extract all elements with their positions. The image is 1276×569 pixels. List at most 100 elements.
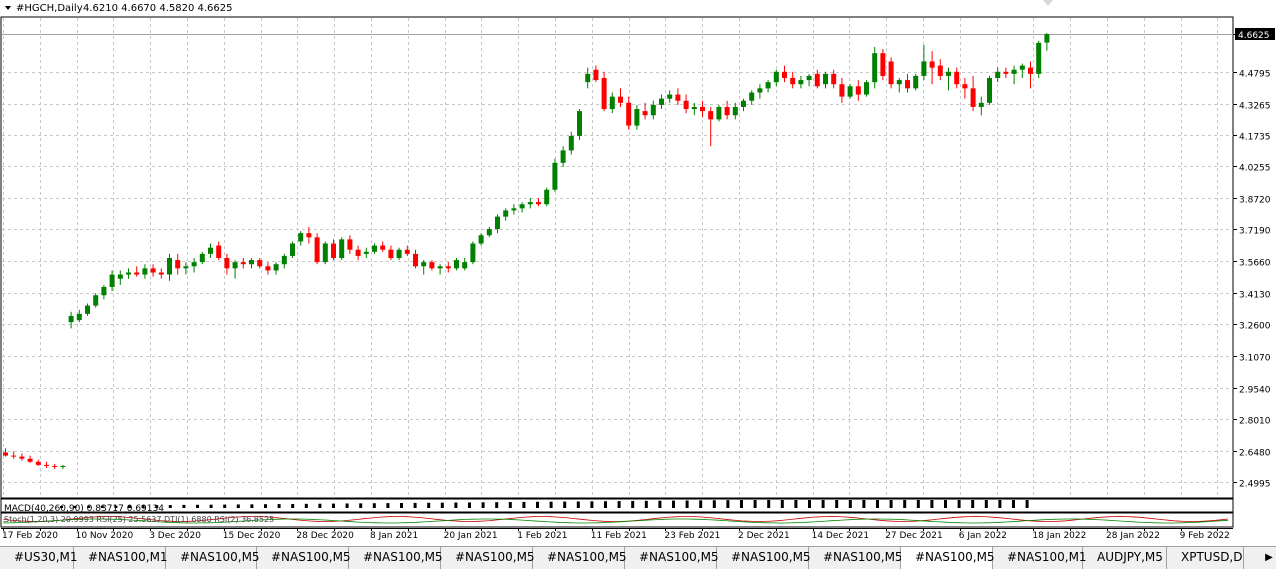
stoch-signal-line xyxy=(3,518,1229,524)
candle xyxy=(896,78,902,93)
macd-bar xyxy=(740,500,743,508)
candle xyxy=(675,88,681,105)
chart-tab[interactable]: #NAS100,M5 xyxy=(257,547,351,569)
candle-body xyxy=(732,106,738,116)
price-tick-label: 3.5660 xyxy=(1239,259,1271,269)
candle xyxy=(421,260,427,275)
macd-bar xyxy=(590,501,594,508)
candle xyxy=(937,59,943,81)
chart-tab[interactable]: #NAS100,M1 xyxy=(74,547,168,569)
chart-background xyxy=(0,0,1276,546)
time-tick-label: 20 Jan 2021 xyxy=(444,531,498,541)
macd-bar xyxy=(60,506,63,508)
tab-scroll-right-icon[interactable]: ▶ xyxy=(1265,552,1273,563)
candle-body xyxy=(970,88,976,107)
macd-bar xyxy=(304,503,308,508)
price-tick-label: 3.2600 xyxy=(1239,322,1271,332)
chart-tab[interactable]: #NAS100,M1 xyxy=(993,547,1087,569)
candle-body xyxy=(577,111,582,136)
candle-body xyxy=(372,245,377,252)
macd-bar xyxy=(454,502,458,508)
candle-body xyxy=(962,84,968,89)
candle xyxy=(331,239,336,261)
candle-body xyxy=(609,96,615,110)
candle-body xyxy=(929,61,935,68)
macd-bar xyxy=(576,501,580,508)
candle xyxy=(691,102,697,116)
time-tick-label: 9 Feb 2022 xyxy=(1180,531,1230,541)
candle xyxy=(413,249,418,269)
macd-bar xyxy=(87,505,91,508)
time-tick-label: 28 Jan 2022 xyxy=(1106,531,1160,541)
time-tick-label: 14 Dec 2021 xyxy=(812,531,870,541)
price-chart[interactable]: 4.4795 4.3265 4.1735 4.0255 3.8720 3.7190 3.56… xyxy=(0,0,1276,546)
candle xyxy=(970,75,976,112)
macd-bar xyxy=(644,500,648,508)
candle-body xyxy=(741,100,746,107)
candle-body xyxy=(257,260,263,267)
candle xyxy=(847,84,853,99)
candle xyxy=(167,253,172,281)
candle-body xyxy=(249,260,254,265)
candle-body xyxy=(93,295,99,306)
stoch-label: Stoch(1,20,3) 20.9993 RSI(25) 25.5637 DT… xyxy=(4,515,274,524)
candle xyxy=(126,268,131,279)
price-tick-label: 3.8720 xyxy=(1239,196,1271,206)
candle xyxy=(929,51,935,85)
macd-bar xyxy=(468,502,471,508)
candle-body xyxy=(937,65,943,76)
chart-tab[interactable]: #NAS100,M5 xyxy=(625,547,719,569)
current-price-label: 4.6625 xyxy=(1238,31,1270,41)
macd-bar xyxy=(264,504,267,508)
candle-body xyxy=(380,245,386,250)
chart-shift-icon[interactable] xyxy=(1043,0,1053,6)
candle xyxy=(454,258,459,271)
candle-body xyxy=(298,233,304,242)
macd-bar xyxy=(549,501,553,508)
candle-body xyxy=(273,264,279,271)
chart-tab[interactable]: #NAS100,M5 xyxy=(809,547,903,569)
current-price-tag xyxy=(1235,28,1275,40)
candle-body xyxy=(560,150,566,163)
candle xyxy=(855,80,861,101)
macd-bar xyxy=(182,504,186,508)
candle xyxy=(339,237,345,261)
candle xyxy=(322,241,328,265)
candle-body xyxy=(814,73,820,87)
chart-tab[interactable]: #NAS100,M5 xyxy=(901,547,995,569)
candle-body xyxy=(363,251,369,254)
candle-body xyxy=(790,78,796,85)
candle xyxy=(568,131,574,155)
candle-body xyxy=(601,78,607,110)
macd-bar xyxy=(155,505,159,508)
candle-body xyxy=(527,202,533,205)
chart-tab[interactable]: #US30,M1 xyxy=(0,547,78,569)
candle xyxy=(216,241,222,261)
candle-body xyxy=(847,86,853,97)
macd-bar xyxy=(100,505,104,508)
candle xyxy=(44,461,49,468)
candle-body xyxy=(700,106,705,112)
candle xyxy=(872,46,878,89)
candle xyxy=(27,455,33,463)
candle xyxy=(1028,61,1033,89)
candle-body xyxy=(683,100,689,110)
macd-bar xyxy=(223,504,227,508)
candle xyxy=(585,67,591,89)
chart-tab[interactable]: AUDJPY,M5 xyxy=(1083,547,1167,569)
chart-tab[interactable]: #NAS100,M5 xyxy=(441,547,535,569)
candle-body xyxy=(44,464,49,466)
candle xyxy=(11,451,17,459)
candle-body xyxy=(175,260,181,269)
dropdown-arrow-icon[interactable] xyxy=(5,6,11,10)
macd-bar xyxy=(862,500,866,508)
chart-tab[interactable]: #NAS100,M5 xyxy=(717,547,811,569)
chart-tab[interactable]: #NAS100,M5 xyxy=(349,547,443,569)
macd-bar xyxy=(930,500,934,508)
macd-bar xyxy=(386,503,390,508)
chart-tab[interactable]: #NAS100,M5 xyxy=(166,547,260,569)
indicator-panes xyxy=(0,498,1234,528)
chart-tab[interactable]: XPTUSD,D xyxy=(1167,547,1244,569)
price-tick-label: 2.4995 xyxy=(1239,480,1271,490)
chart-tab[interactable]: #NAS100,M5 xyxy=(533,547,627,569)
